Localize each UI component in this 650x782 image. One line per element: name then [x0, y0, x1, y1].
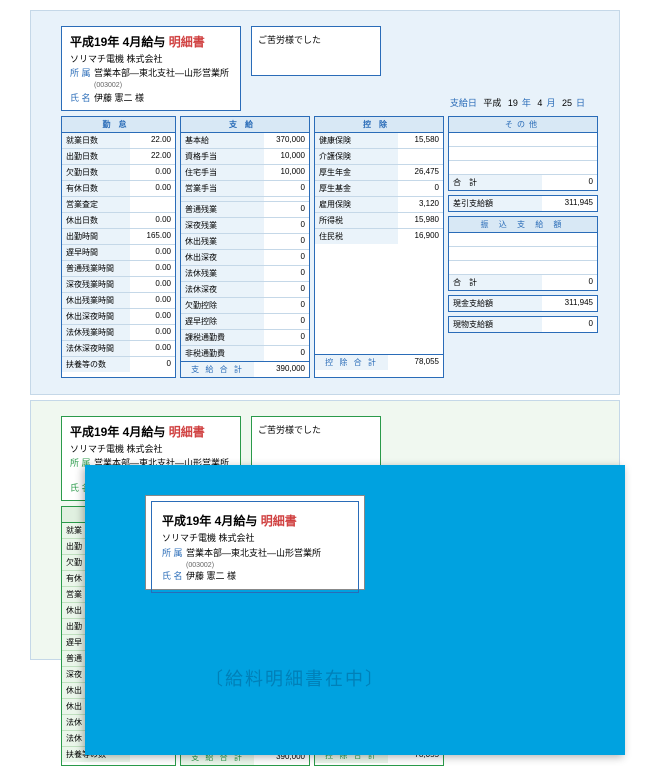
- table-row: 基本給370,000: [181, 133, 309, 149]
- table-row: 普通残業0: [181, 202, 309, 218]
- table-row: 厚生年金26,475: [315, 165, 443, 181]
- pay-date: 支給日 平成 19年 4月 25日: [450, 96, 589, 109]
- sashihiki-box: 差引支給額 311,945: [448, 195, 598, 212]
- table-row: 営業手当0: [181, 181, 309, 197]
- envelope-window: 平成19年 4月給与 明細書 ソリマチ電機 株式会社 所 属 営業本部―東北支社…: [145, 495, 365, 590]
- genkin-box: 現金支給額 311,945: [448, 295, 598, 312]
- table-row: 非税通勤費0: [181, 346, 309, 361]
- payslip-blue: 平成19年 4月給与 明細書 ソリマチ電機 株式会社 所 属 営業本部―東北支社…: [30, 10, 620, 395]
- table-row: 雇用保険3,120: [315, 197, 443, 213]
- company-name: ソリマチ電機 株式会社: [62, 52, 240, 65]
- title: 平成19年 4月給与 明細書: [62, 27, 240, 52]
- table-row: 営業査定: [62, 197, 175, 213]
- tables-area: 勤怠 就業日数22.00出勤日数22.00欠勤日数0.00有休日数0.00営業査…: [61, 116, 598, 378]
- kintai-head: 勤怠: [62, 117, 175, 133]
- table-row: 欠勤日数0.00: [62, 165, 175, 181]
- shikyu-table: 支給 基本給370,000資格手当10,000住宅手当10,000営業手当0 普通…: [180, 116, 310, 378]
- table-row: 深夜残業時間0.00: [62, 277, 175, 293]
- table-row: 就業日数22.00: [62, 133, 175, 149]
- table-row: 介護保険: [315, 149, 443, 165]
- table-row: 休出残業0: [181, 234, 309, 250]
- table-row: 住宅手当10,000: [181, 165, 309, 181]
- table-row: 扶養等の数0: [62, 357, 175, 372]
- table-row: 有休日数0.00: [62, 181, 175, 197]
- kojo-table: 控除 健康保険15,580介護保険厚生年金26,475厚生基金0雇用保険3,12…: [314, 116, 444, 378]
- table-row: 住民税16,900: [315, 229, 443, 244]
- table-row: 遅早時間0.00: [62, 245, 175, 261]
- table-row: 休出深夜時間0.00: [62, 309, 175, 325]
- shikyu-total: 390,000: [254, 362, 309, 377]
- table-row: 所得税15,980: [315, 213, 443, 229]
- envelope-body-text: 〔給料明細書在中〕: [205, 665, 385, 691]
- table-row: 深夜残業0: [181, 218, 309, 234]
- table-row: 厚生基金0: [315, 181, 443, 197]
- envelope: 平成19年 4月給与 明細書 ソリマチ電機 株式会社 所 属 営業本部―東北支社…: [85, 465, 625, 755]
- title-doc: 明細書: [169, 35, 205, 49]
- table-row: 休出残業時間0.00: [62, 293, 175, 309]
- table-row: 遅早控除0: [181, 314, 309, 330]
- table-row: 出勤時間165.00: [62, 229, 175, 245]
- sonota-box: その他 合 計 0: [448, 116, 598, 191]
- side-column: その他 合 計 0 差引支給額 311,945 振 込 支 給 額 合 計 0: [448, 116, 598, 378]
- dept-label: 所 属: [70, 66, 94, 89]
- shikyu-total-label: 支 給 合 計: [181, 362, 254, 377]
- dept-value: 営業本部―東北支社―山形営業所 (003002): [94, 66, 232, 89]
- kojo-total: 78,055: [388, 355, 443, 370]
- shikyu-head: 支給: [181, 117, 309, 133]
- table-row: 課税通勤費0: [181, 330, 309, 346]
- furikomi-box: 振 込 支 給 額 合 計 0: [448, 216, 598, 291]
- message-box: ご苦労様でした: [251, 26, 381, 76]
- table-row: 法休残業時間0.00: [62, 325, 175, 341]
- table-row: 法休深夜時間0.00: [62, 341, 175, 357]
- kintai-table: 勤怠 就業日数22.00出勤日数22.00欠勤日数0.00有休日数0.00営業査…: [61, 116, 176, 378]
- table-row: 休出日数0.00: [62, 213, 175, 229]
- table-row: 法休深夜0: [181, 282, 309, 298]
- kojo-total-label: 控 除 合 計: [315, 355, 388, 370]
- table-row: 出勤日数22.00: [62, 149, 175, 165]
- table-row: 資格手当10,000: [181, 149, 309, 165]
- table-row: 欠勤控除0: [181, 298, 309, 314]
- table-row: 普通残業時間0.00: [62, 261, 175, 277]
- table-row: 健康保険15,580: [315, 133, 443, 149]
- table-row: 休出深夜0: [181, 250, 309, 266]
- title-period: 平成19年 4月給与: [70, 35, 165, 49]
- genbutsu-box: 現物支給額 0: [448, 316, 598, 333]
- kojo-head: 控除: [315, 117, 443, 133]
- name-label: 氏 名: [70, 91, 94, 104]
- name-value: 伊藤 憲二 様: [94, 91, 232, 104]
- table-row: 法休残業0: [181, 266, 309, 282]
- header-box: 平成19年 4月給与 明細書 ソリマチ電機 株式会社 所 属 営業本部―東北支社…: [61, 26, 241, 111]
